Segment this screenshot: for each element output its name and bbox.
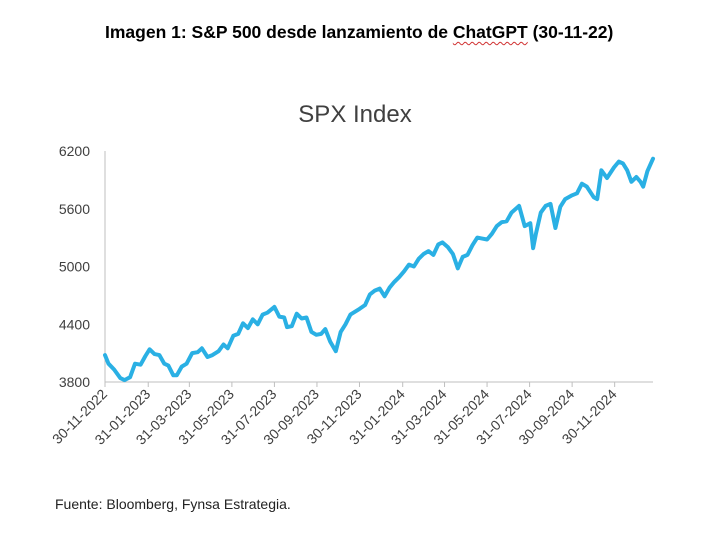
- spx-line: [103, 156, 655, 383]
- source-note: Fuente: Bloomberg, Fynsa Estrategia.: [55, 496, 291, 512]
- y-tick-label: 6200: [59, 143, 90, 159]
- y-tick-label: 4400: [59, 316, 90, 332]
- chart-title: SPX Index: [298, 101, 411, 128]
- page-title: Imagen 1: S&P 500 desde lanzamiento de C…: [105, 22, 614, 42]
- y-tick-label: 5000: [59, 259, 90, 275]
- misspelled-word-chatgpt: ChatGPT: [452, 22, 528, 42]
- y-tick-label: 3800: [59, 374, 90, 390]
- y-tick-label: 5600: [59, 201, 90, 217]
